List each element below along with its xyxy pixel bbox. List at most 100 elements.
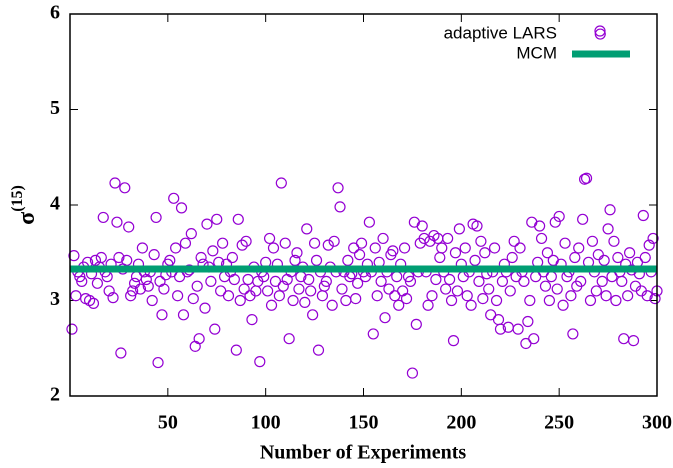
data-point	[328, 235, 340, 247]
data-point	[265, 299, 278, 311]
data-point	[383, 283, 395, 295]
data-point	[287, 294, 299, 307]
data-point	[627, 335, 640, 347]
data-point	[332, 182, 344, 194]
data-point	[379, 312, 391, 324]
data-point	[596, 275, 608, 287]
data-point	[107, 292, 119, 304]
data-point	[483, 283, 495, 295]
data-point	[649, 292, 661, 305]
data-point	[301, 223, 313, 235]
data-point	[66, 323, 78, 335]
data-point	[369, 242, 381, 254]
data-point	[406, 367, 419, 379]
data-point	[150, 211, 162, 224]
data-point	[199, 302, 211, 314]
x-axis-label: Number of Experiments	[260, 442, 466, 464]
data-point	[539, 280, 552, 292]
data-point	[142, 280, 154, 292]
data-point	[355, 237, 368, 249]
data-point	[416, 220, 428, 232]
y-axis-label: σ(15)	[9, 185, 40, 225]
data-point	[479, 247, 491, 259]
data-point	[158, 283, 170, 295]
data-point	[639, 251, 651, 264]
data-point	[308, 237, 321, 249]
data-point	[524, 294, 536, 307]
data-point	[592, 249, 604, 261]
data-point	[600, 290, 612, 302]
data-point	[492, 314, 505, 326]
y-axis-superscript: (15)	[9, 185, 26, 212]
data-point	[477, 292, 489, 305]
data-point	[128, 277, 141, 289]
data-point	[353, 249, 366, 261]
data-point	[76, 275, 88, 287]
data-point	[205, 275, 217, 287]
data-point	[232, 213, 244, 225]
data-point	[575, 275, 587, 287]
data-point	[146, 294, 158, 307]
data-point	[89, 254, 102, 266]
data-point	[254, 356, 266, 368]
data-point	[236, 239, 248, 251]
data-point	[310, 254, 323, 266]
data-point	[488, 242, 501, 254]
data-point	[410, 318, 422, 330]
data-point	[393, 299, 405, 311]
data-point	[522, 315, 534, 328]
x-tick-label: 150	[349, 412, 379, 434]
data-point	[371, 290, 383, 302]
data-point	[336, 283, 348, 295]
y-tick-label: 5	[50, 97, 60, 119]
data-point	[434, 251, 446, 264]
data-point	[222, 290, 235, 302]
data-point	[307, 309, 319, 321]
data-point	[121, 254, 133, 266]
data-point	[549, 216, 561, 228]
y-axis-symbol: σ	[14, 212, 40, 225]
data-point	[569, 251, 581, 264]
data-point	[263, 232, 276, 245]
data-point	[637, 209, 649, 222]
data-point	[305, 285, 317, 297]
legend-label: adaptive LARS	[444, 23, 557, 42]
data-point	[175, 202, 188, 214]
data-point	[473, 275, 485, 287]
data-point	[584, 294, 597, 307]
data-point	[443, 273, 456, 286]
data-point	[528, 333, 540, 345]
data-point	[567, 328, 579, 340]
data-point	[340, 294, 352, 307]
data-point	[508, 235, 520, 247]
data-point	[604, 204, 616, 216]
data-point	[533, 220, 546, 232]
data-point	[490, 294, 503, 307]
data-point	[440, 283, 452, 295]
data-point	[156, 309, 168, 321]
data-point	[465, 299, 477, 311]
y-tick-label: 6	[50, 2, 60, 24]
legend-marker	[594, 25, 606, 37]
x-tick-label: 200	[446, 412, 476, 434]
data-point	[618, 333, 630, 345]
data-point	[580, 172, 593, 184]
data-point	[387, 245, 399, 257]
data-point	[469, 254, 481, 266]
data-point	[647, 232, 659, 245]
data-point	[299, 296, 311, 309]
data-point	[87, 297, 100, 309]
data-point	[610, 294, 622, 307]
data-point	[559, 237, 571, 249]
data-point	[442, 232, 454, 245]
data-point	[543, 294, 555, 307]
data-point	[238, 283, 250, 295]
data-point	[377, 232, 389, 245]
data-point	[363, 216, 375, 228]
data-point	[342, 254, 354, 266]
data-point	[226, 251, 239, 264]
data-point	[334, 201, 346, 213]
data-point	[189, 340, 201, 352]
data-point	[68, 250, 80, 262]
